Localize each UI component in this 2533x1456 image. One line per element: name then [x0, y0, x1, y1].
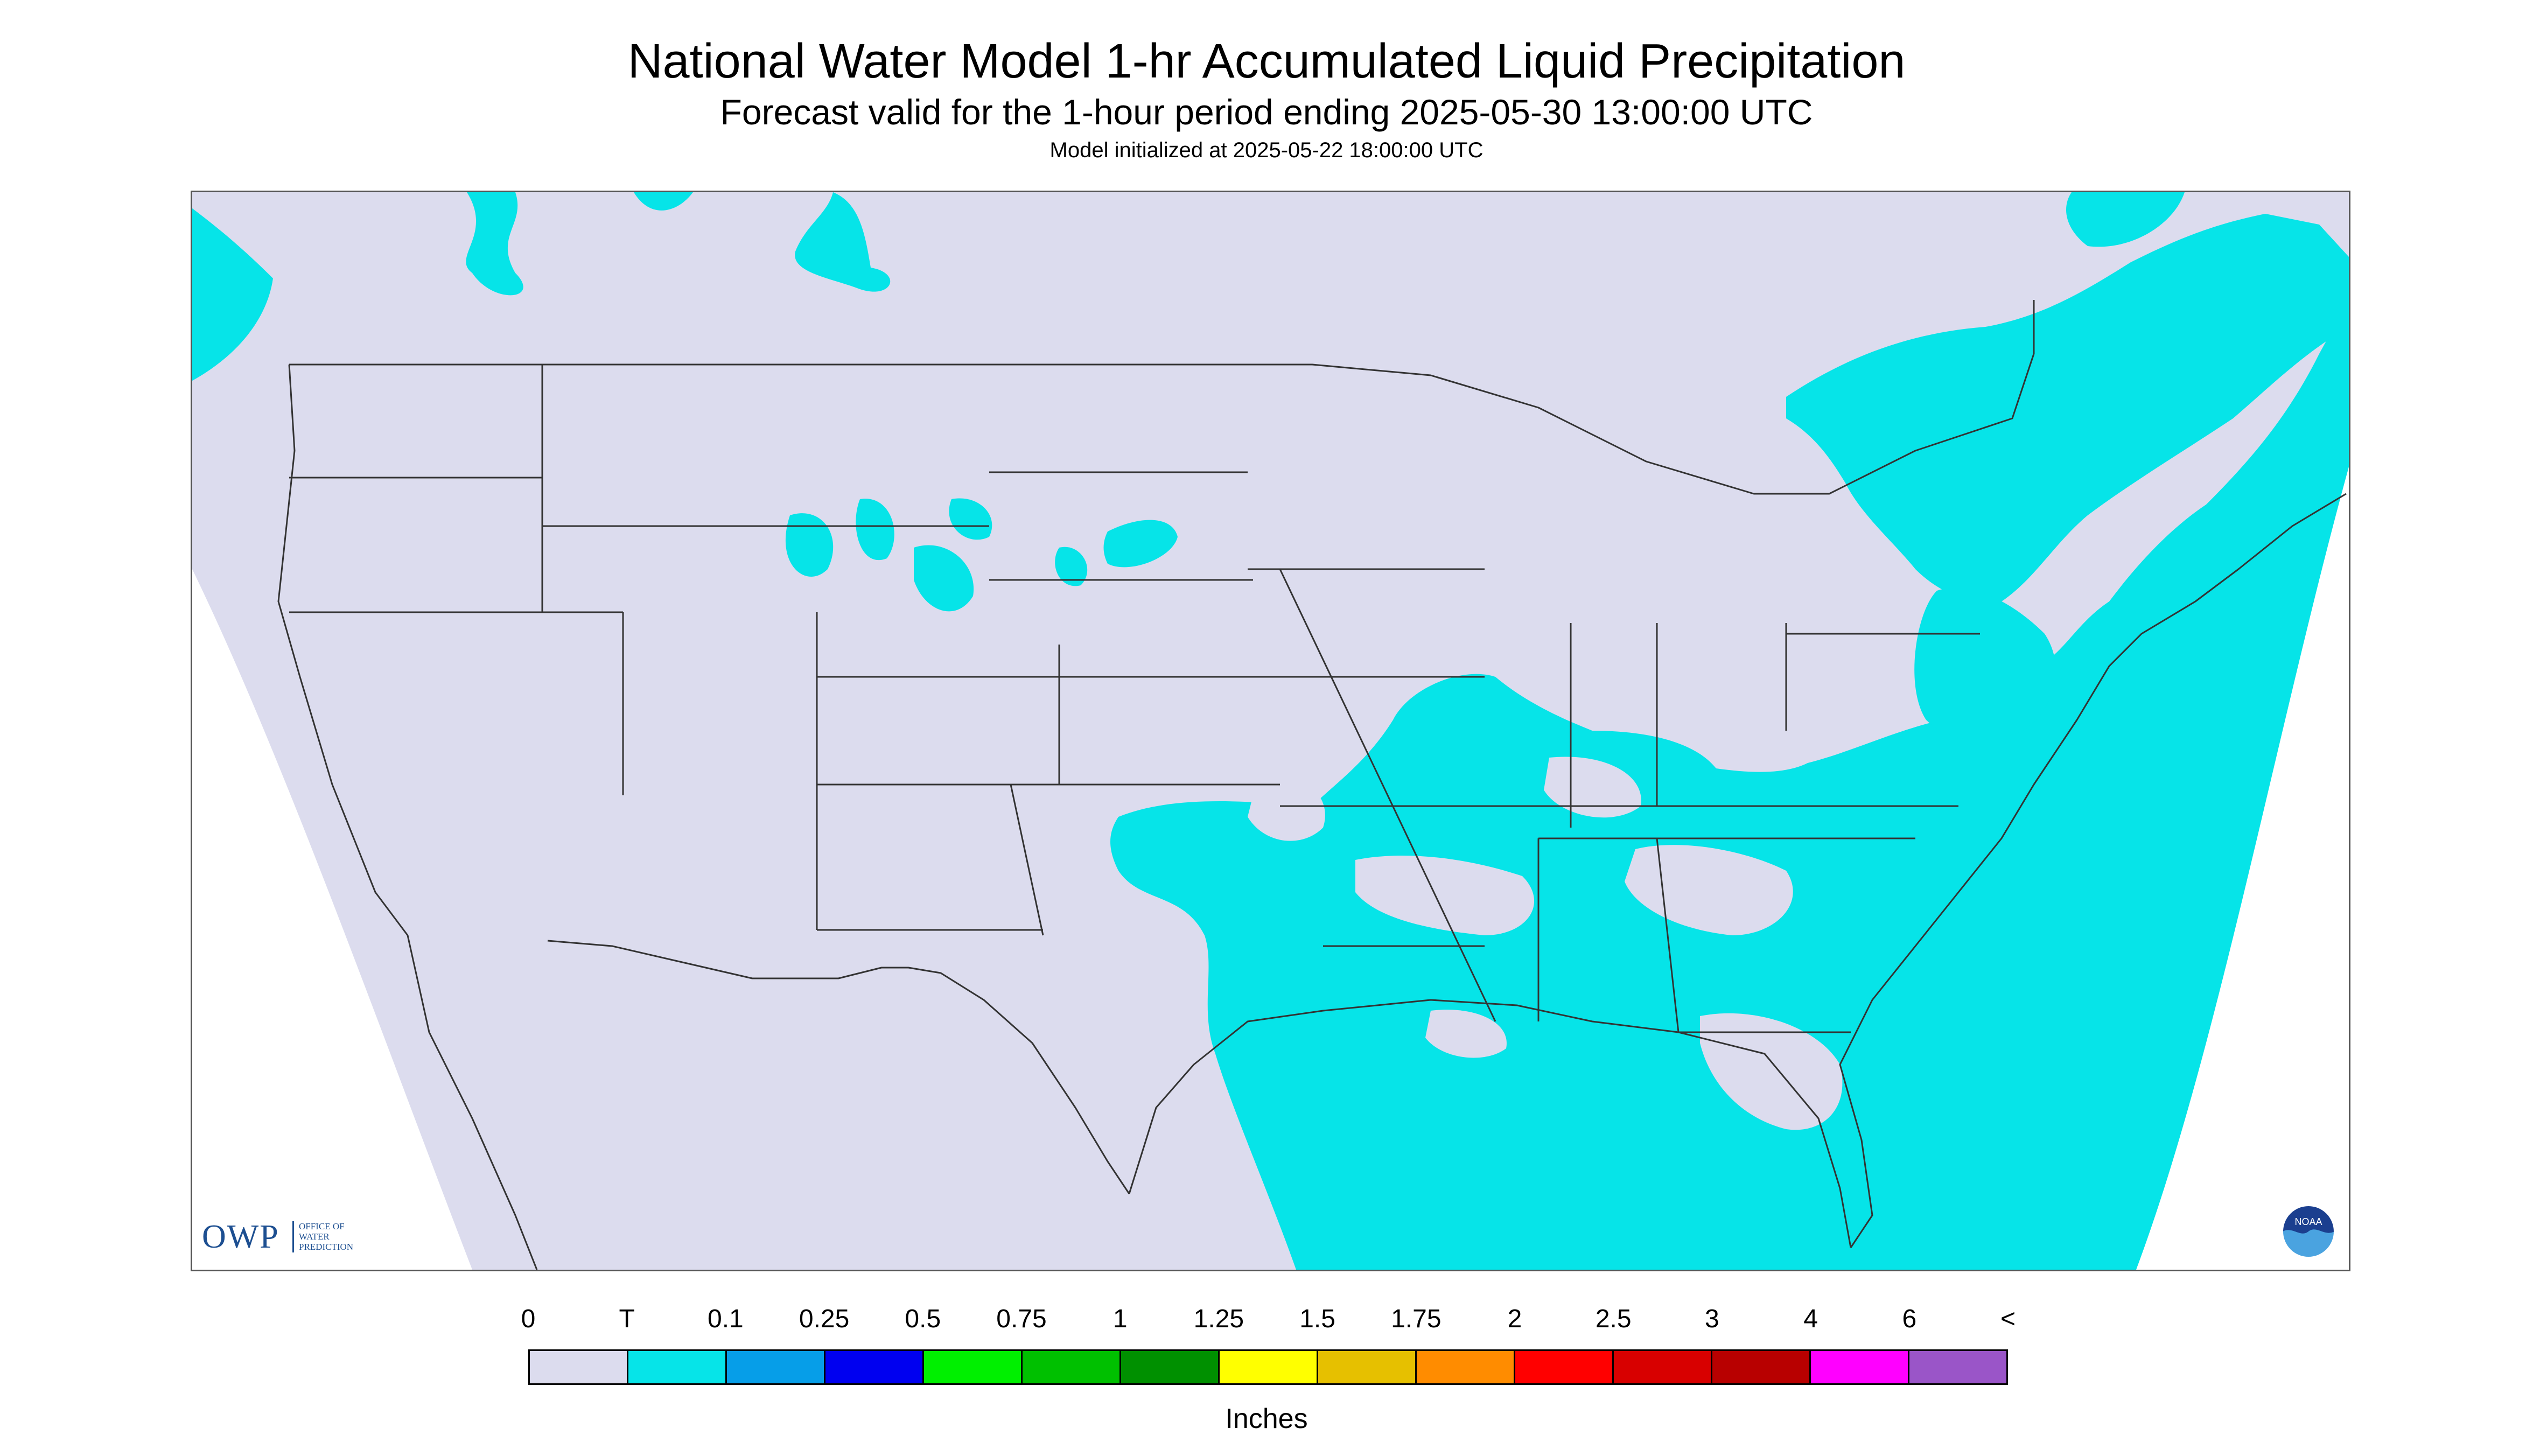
- map-subtitle: Forecast valid for the 1-hour period end…: [720, 92, 1813, 132]
- border-tx-nm: [1010, 784, 1044, 936]
- political-boundaries: [277, 300, 2347, 1270]
- legend-swatch: [1909, 1351, 2006, 1383]
- legend-tick-label: 3: [1705, 1305, 1719, 1333]
- us-mexico-border: [547, 940, 1130, 1194]
- noaa-logo: NOAA: [2282, 1205, 2335, 1258]
- owp-logo-divider: [292, 1221, 294, 1252]
- precip-wy-2: [856, 499, 894, 561]
- dry-pocket-6: [1425, 1010, 1507, 1058]
- legend-swatch: [825, 1351, 924, 1383]
- legend-tick-label: 4: [1803, 1305, 1818, 1333]
- legend-swatch: [924, 1351, 1023, 1383]
- legend-tick-label: <: [2000, 1305, 2016, 1333]
- precip-wy-1: [785, 513, 834, 577]
- dry-pocket-3: [1248, 773, 1325, 841]
- precip-canada-west-3: [795, 192, 891, 292]
- legend-tick-label: T: [619, 1305, 635, 1333]
- pacific-coast: [277, 364, 538, 1270]
- legend-swatch: [1318, 1351, 1417, 1383]
- dry-pocket-4: [1544, 757, 1641, 818]
- legend-swatch: [727, 1351, 825, 1383]
- legend-swatch: [1614, 1351, 1712, 1383]
- map-title: National Water Model 1-hr Accumulated Li…: [627, 34, 1906, 88]
- legend-tick-label: 1.25: [1193, 1305, 1244, 1333]
- border-al-ga: [1656, 838, 1680, 1033]
- precip-pacific-nw: [192, 208, 273, 381]
- precip-wy-4: [949, 498, 992, 540]
- legend-swatch: [1811, 1351, 1909, 1383]
- precip-quebec: [2066, 192, 2185, 247]
- dry-pocket-1: [1355, 855, 1535, 935]
- noaa-logo-text: NOAA: [2294, 1216, 2322, 1227]
- legend-swatch: [530, 1351, 628, 1383]
- legend-swatch: [1417, 1351, 1515, 1383]
- precip-great-lakes-ne: [1786, 214, 2349, 603]
- legend-swatch: [1712, 1351, 1811, 1383]
- model-init-line: Model initialized at 2025-05-22 18:00:00…: [1049, 138, 1484, 162]
- legend-tick-label: 6: [1902, 1305, 1917, 1333]
- legend-swatch: [1121, 1351, 1220, 1383]
- dry-pocket-5: [1700, 1013, 1843, 1130]
- atlantic-coast: [1839, 493, 2347, 1248]
- dry-pockets: [1248, 598, 1888, 1130]
- legend-tick-label: 1.5: [1299, 1305, 1335, 1333]
- legend-swatch: [1220, 1351, 1318, 1383]
- legend-tick-label: 0.75: [996, 1305, 1047, 1333]
- legend-swatch: [1515, 1351, 1614, 1383]
- precipitation-areas: [192, 192, 2349, 1270]
- color-legend: [528, 1349, 2008, 1385]
- precip-south-central: [1110, 300, 2349, 1270]
- legend-tick-label: 0.25: [799, 1305, 850, 1333]
- gulf-coast: [1128, 999, 1852, 1248]
- owp-logo: OWP OFFICE OF WATER PREDICTION: [202, 1218, 374, 1256]
- legend-tick-label: 2: [1507, 1305, 1522, 1333]
- legend-tick-label: 0.5: [905, 1305, 941, 1333]
- dry-pocket-7: [1792, 598, 1888, 648]
- legend-tick-label: 0: [521, 1305, 536, 1333]
- precip-ne-2: [1103, 520, 1178, 568]
- map-canvas: [192, 192, 2349, 1270]
- us-canada-border: [289, 300, 2035, 495]
- border-mississippi-river: [1279, 569, 1496, 1022]
- legend-tick-labels: 0 T 0.1 0.25 0.5 0.75 1 1.25 1.5 1.75 2 2.5 3 4 6 <: [521, 1303, 2016, 1335]
- legend-tick-label: 1.75: [1391, 1305, 1442, 1333]
- legend-tick-label: 0.1: [708, 1305, 744, 1333]
- precipitation-map: OWP OFFICE OF WATER PREDICTION NOAA: [191, 191, 2350, 1271]
- precip-wy-3: [914, 545, 974, 612]
- legend-swatch: [1023, 1351, 1121, 1383]
- precip-canada-west-2: [634, 192, 693, 211]
- legend-tick-label: 2.5: [1595, 1305, 1632, 1333]
- owp-logo-text: OFFICE OF WATER PREDICTION: [299, 1221, 354, 1252]
- precip-canada-west-1: [466, 192, 523, 296]
- precip-mid-atlantic-inland: [1914, 587, 2056, 740]
- owp-logo-letters: OWP: [202, 1219, 279, 1255]
- legend-units: Inches: [1225, 1403, 1308, 1434]
- legend-tick-label: 1: [1112, 1305, 1128, 1333]
- precip-ne-1: [1055, 547, 1088, 586]
- dry-pocket-2: [1625, 845, 1793, 935]
- legend-swatch: [628, 1351, 727, 1383]
